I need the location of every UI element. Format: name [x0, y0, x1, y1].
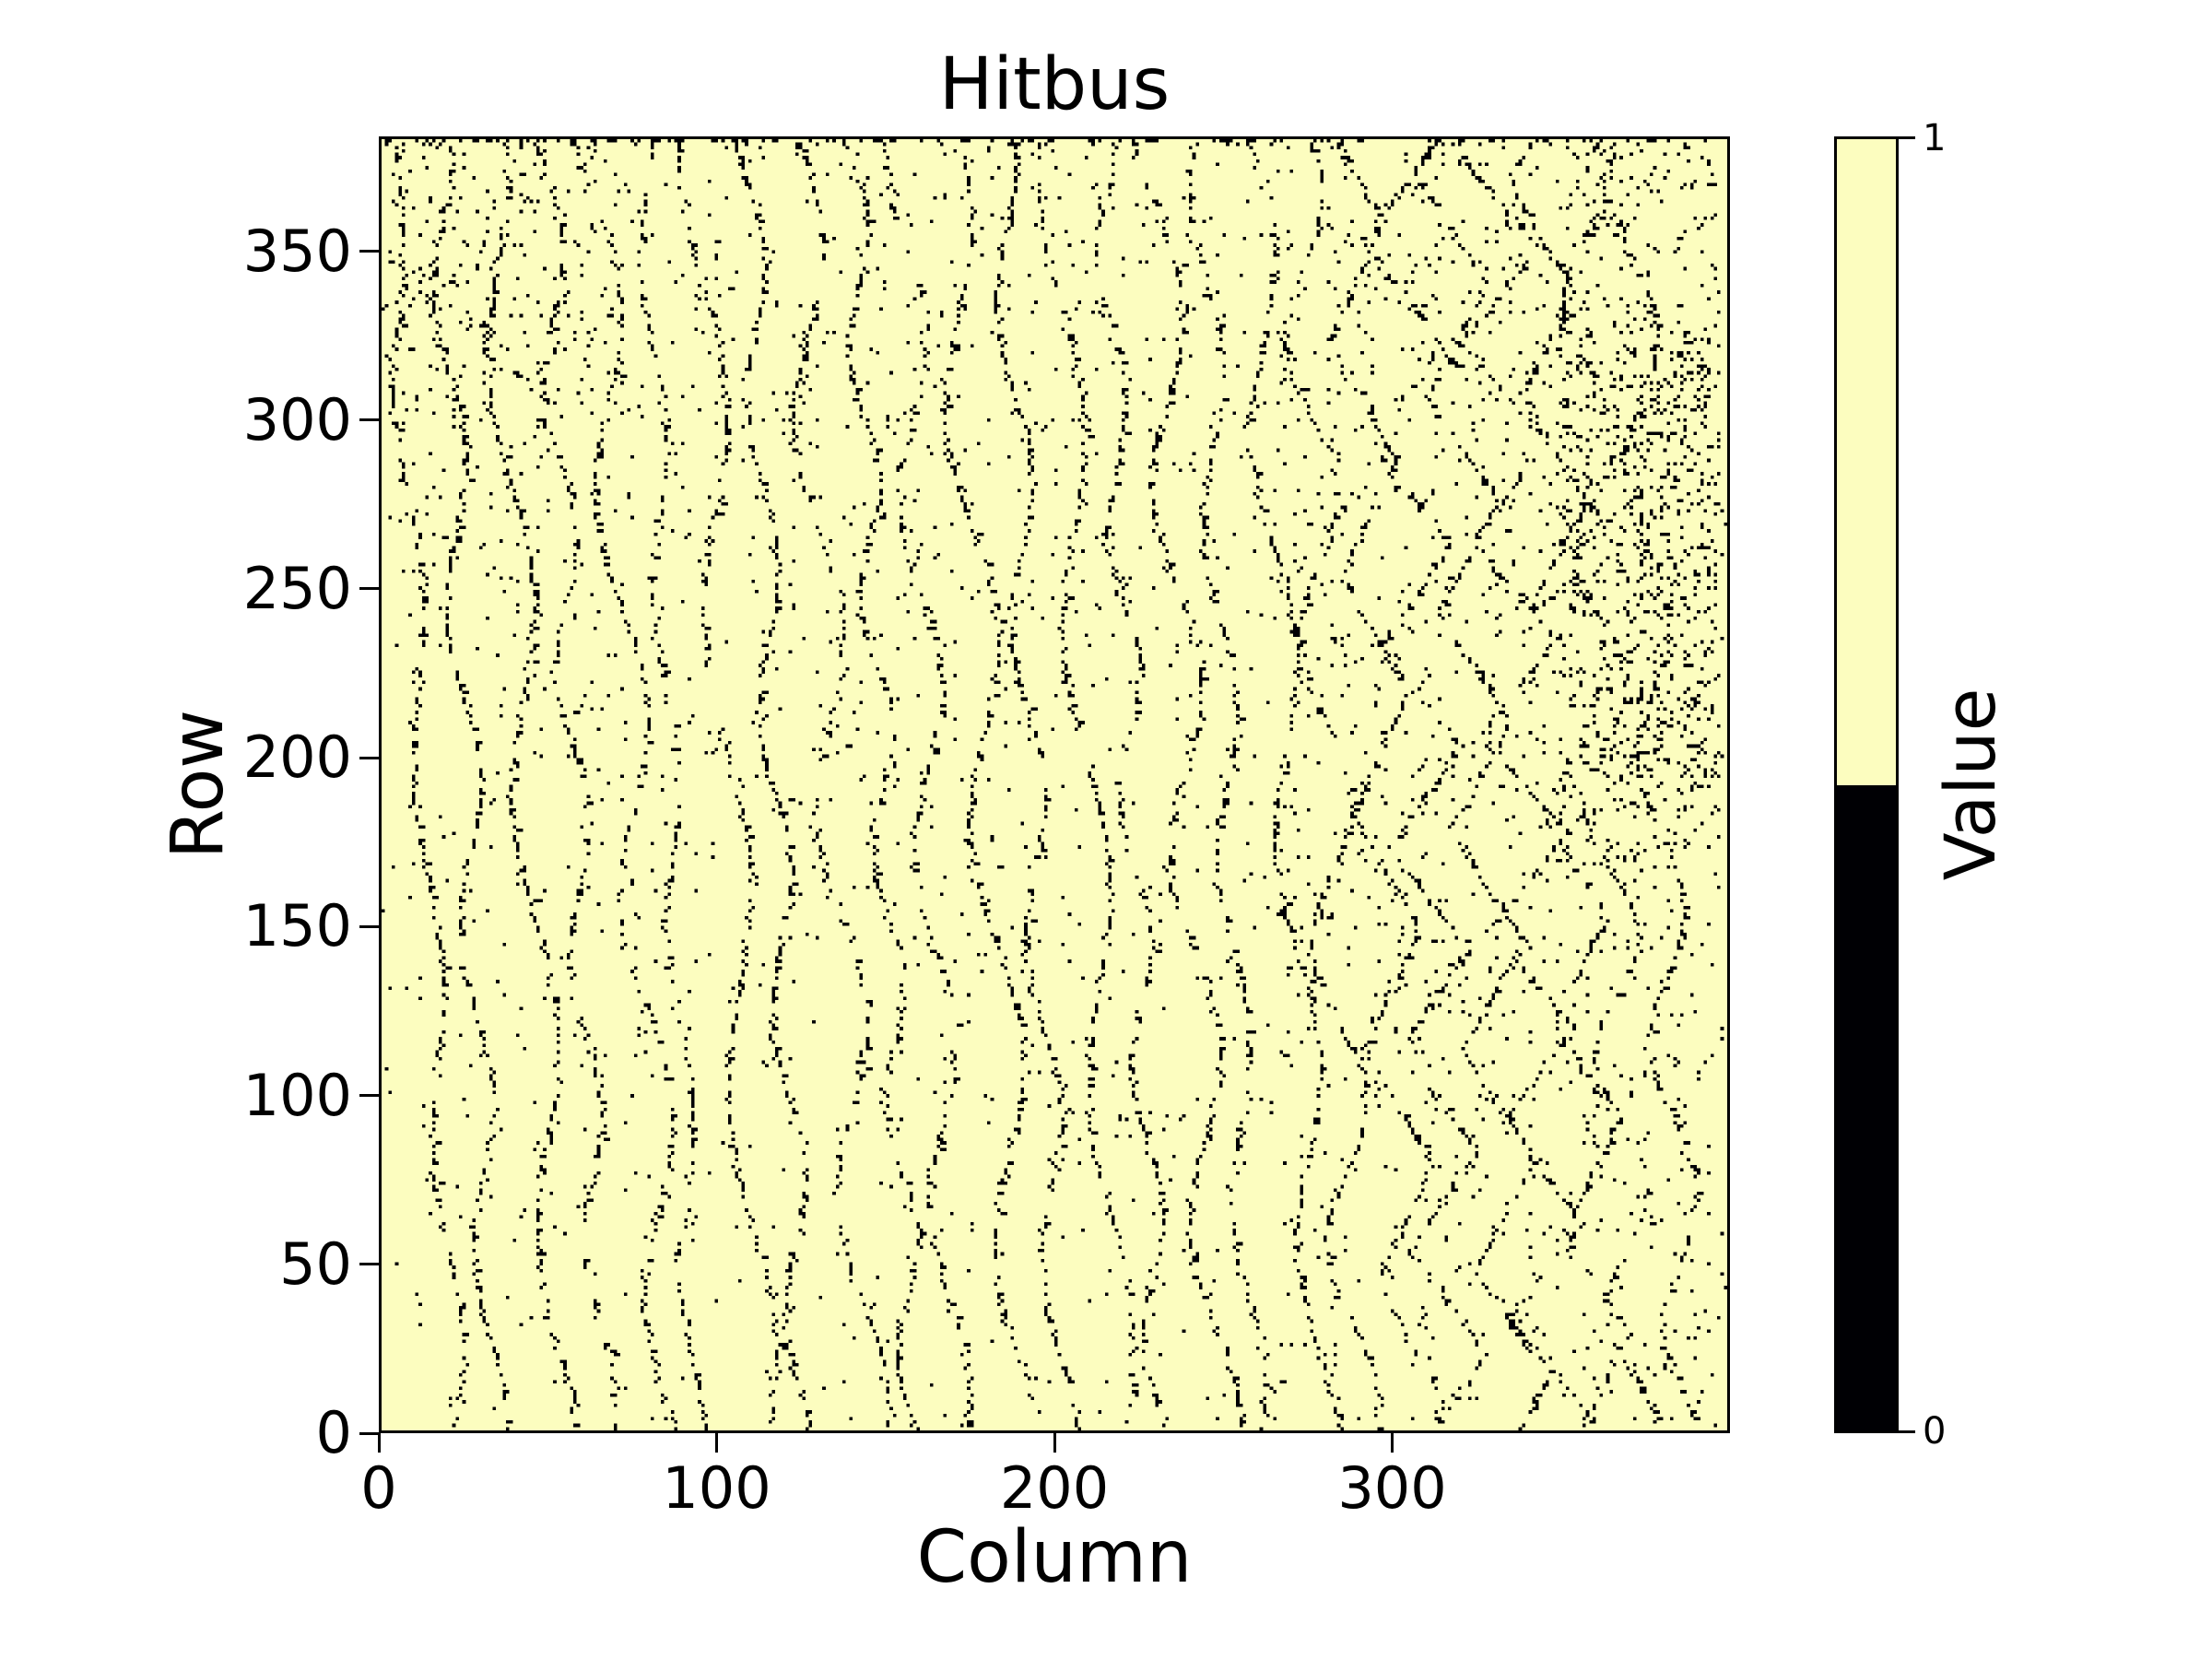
y-tick-mark: [359, 756, 379, 759]
colorbar-segment-zero: [1837, 784, 1896, 1430]
y-tick-mark: [359, 1263, 379, 1266]
y-tick-mark: [359, 1431, 379, 1435]
x-axis-label: Column: [916, 1516, 1193, 1599]
colorbar-tick-bottom: [1899, 1430, 1915, 1433]
x-tick-label: 100: [662, 1454, 771, 1522]
x-tick-label: 200: [999, 1454, 1110, 1522]
y-tick-label: 250: [242, 554, 352, 622]
x-tick-label: 300: [1337, 1454, 1447, 1522]
y-tick-label: 350: [242, 217, 352, 285]
colorbar-label: Value: [1929, 688, 2011, 881]
y-tick-mark: [359, 924, 379, 928]
y-tick-label: 300: [242, 385, 352, 453]
y-tick-label: 100: [242, 1061, 352, 1129]
plot-area: [379, 136, 1730, 1433]
y-tick-label: 150: [242, 892, 352, 960]
x-tick-label: 0: [360, 1454, 397, 1522]
colorbar-segment-one: [1837, 139, 1896, 785]
x-tick-mark: [1391, 1433, 1394, 1453]
colorbar-tick-top: [1899, 136, 1915, 139]
colorbar-tick-label-1: 1: [1923, 117, 1947, 159]
heatmap-canvas: [382, 139, 1727, 1430]
x-tick-mark: [715, 1433, 718, 1453]
x-tick-mark: [1053, 1433, 1056, 1453]
colorbar-tick-label-0: 0: [1923, 1410, 1947, 1453]
colorbar: [1834, 136, 1899, 1433]
y-tick-label: 0: [315, 1399, 352, 1466]
y-tick-mark: [359, 250, 379, 253]
y-tick-mark: [359, 1094, 379, 1098]
x-tick-mark: [377, 1433, 381, 1453]
y-axis-label: Row: [157, 709, 240, 860]
y-tick-label: 50: [279, 1230, 352, 1298]
y-tick-label: 200: [242, 724, 352, 792]
y-tick-mark: [359, 587, 379, 591]
chart-title: Hitbus: [938, 43, 1171, 126]
y-tick-mark: [359, 418, 379, 422]
